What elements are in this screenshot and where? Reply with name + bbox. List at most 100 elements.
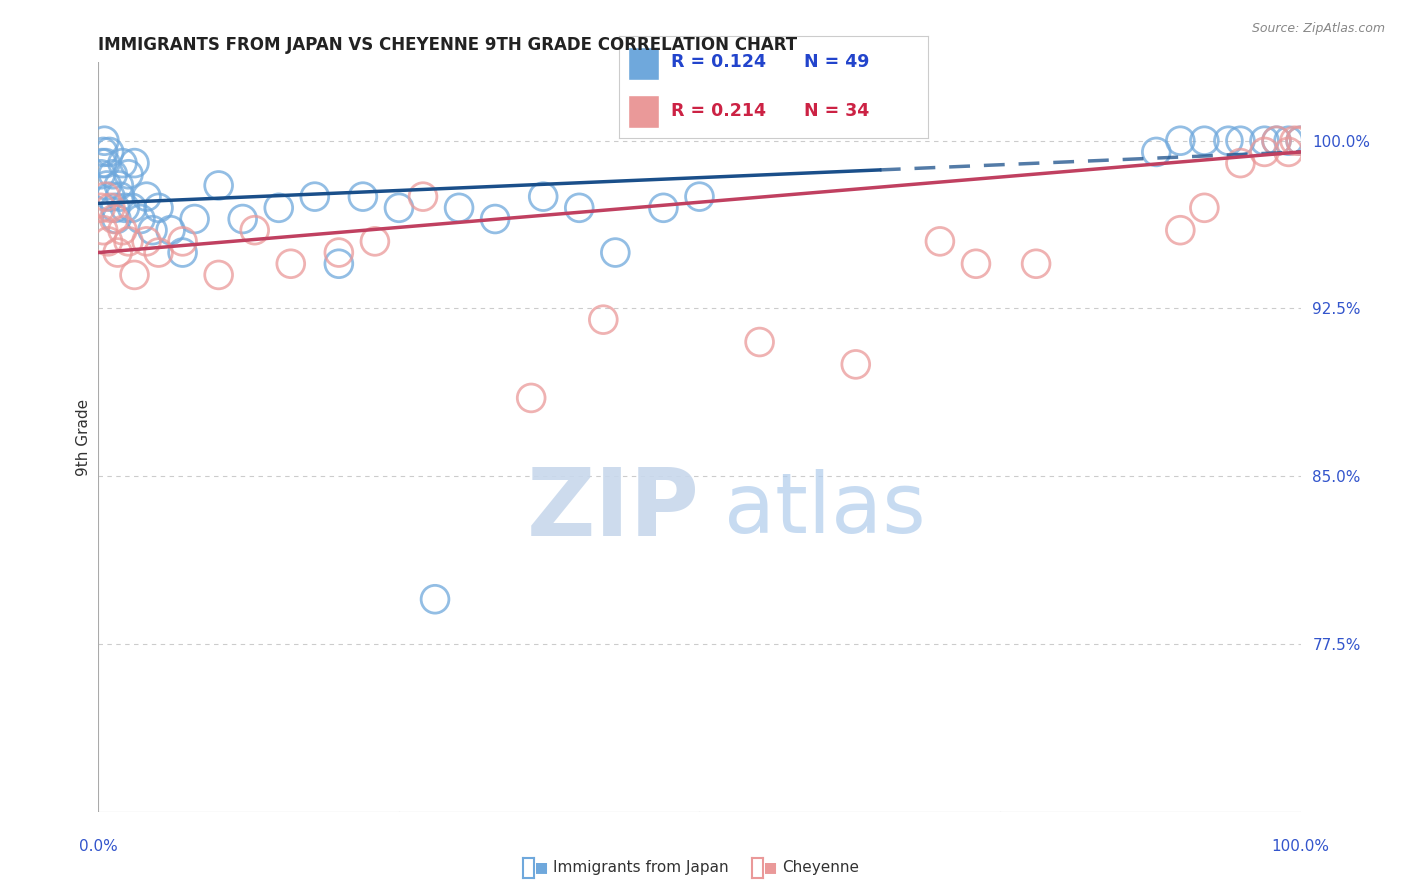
Point xyxy=(124,156,146,170)
Text: Cheyenne: Cheyenne xyxy=(782,860,859,874)
Text: 0.0%: 0.0% xyxy=(79,838,118,854)
Point xyxy=(94,156,117,170)
Point xyxy=(100,189,122,203)
FancyBboxPatch shape xyxy=(628,95,659,128)
Point xyxy=(1289,134,1312,148)
Point xyxy=(280,257,302,271)
Point xyxy=(107,245,129,260)
Text: ZIP: ZIP xyxy=(527,464,700,556)
Point xyxy=(304,189,326,203)
Point xyxy=(447,201,470,215)
Point xyxy=(172,245,194,260)
Point xyxy=(135,235,157,249)
Point xyxy=(364,235,387,249)
Text: IMMIGRANTS FROM JAPAN VS CHEYENNE 9TH GRADE CORRELATION CHART: IMMIGRANTS FROM JAPAN VS CHEYENNE 9TH GR… xyxy=(98,36,797,54)
Point xyxy=(117,235,139,249)
Point xyxy=(1253,145,1275,159)
Point xyxy=(124,268,146,282)
Point xyxy=(111,156,134,170)
Point xyxy=(148,201,170,215)
Point xyxy=(328,257,350,271)
Point xyxy=(135,189,157,203)
Point xyxy=(845,358,868,372)
Point xyxy=(208,178,231,193)
Point xyxy=(928,235,950,249)
Point xyxy=(1194,201,1216,215)
Text: 100.0%: 100.0% xyxy=(1271,838,1330,854)
Point xyxy=(129,212,152,227)
Point xyxy=(243,223,266,237)
Point xyxy=(208,268,231,282)
Point xyxy=(1253,134,1275,148)
Point xyxy=(520,391,543,405)
Point xyxy=(90,201,112,215)
Point xyxy=(1265,134,1288,148)
Point xyxy=(1289,134,1312,148)
Point xyxy=(91,145,114,159)
Text: ▪: ▪ xyxy=(763,857,778,877)
Point xyxy=(101,167,124,181)
Point xyxy=(1229,156,1251,170)
Point xyxy=(121,201,143,215)
Point xyxy=(1229,134,1251,148)
Text: R = 0.124: R = 0.124 xyxy=(671,54,766,71)
Point xyxy=(108,189,131,203)
Point xyxy=(108,178,131,193)
Point xyxy=(1277,134,1299,148)
Text: N = 34: N = 34 xyxy=(804,102,869,120)
Point xyxy=(1194,134,1216,148)
Point xyxy=(159,223,181,237)
Point xyxy=(484,212,506,227)
Point xyxy=(172,235,194,249)
Point xyxy=(148,245,170,260)
Point xyxy=(1277,145,1299,159)
Text: atlas: atlas xyxy=(724,469,925,550)
Point xyxy=(104,201,127,215)
Point xyxy=(232,212,254,227)
Point xyxy=(111,223,134,237)
Point xyxy=(531,189,554,203)
Text: ▪: ▪ xyxy=(534,857,548,877)
Point xyxy=(592,312,614,326)
Point xyxy=(98,145,121,159)
Point xyxy=(1025,257,1047,271)
Point xyxy=(1284,134,1306,148)
Point xyxy=(91,156,114,170)
Point xyxy=(105,212,128,227)
Point xyxy=(1170,134,1192,148)
Point xyxy=(96,178,118,193)
Point xyxy=(689,189,711,203)
Point xyxy=(117,167,139,181)
Point xyxy=(97,235,120,249)
Text: Source: ZipAtlas.com: Source: ZipAtlas.com xyxy=(1251,22,1385,36)
Point xyxy=(94,189,117,203)
Point xyxy=(748,334,770,349)
Point xyxy=(1144,145,1167,159)
Point xyxy=(1218,134,1240,148)
Point xyxy=(141,223,163,237)
Point xyxy=(352,189,374,203)
Point xyxy=(605,245,627,260)
Point xyxy=(267,201,290,215)
Text: Immigrants from Japan: Immigrants from Japan xyxy=(553,860,728,874)
Point xyxy=(93,134,115,148)
Point xyxy=(114,201,136,215)
Point xyxy=(1265,134,1288,148)
Point xyxy=(965,257,987,271)
Point xyxy=(100,201,122,215)
Point xyxy=(412,189,434,203)
Point xyxy=(1170,223,1192,237)
Point xyxy=(423,592,446,607)
Point xyxy=(388,201,411,215)
Text: R = 0.214: R = 0.214 xyxy=(671,102,766,120)
Point xyxy=(90,167,112,181)
Point xyxy=(183,212,205,227)
Point xyxy=(568,201,591,215)
Point xyxy=(328,245,350,260)
Point xyxy=(91,223,114,237)
Y-axis label: 9th Grade: 9th Grade xyxy=(76,399,91,475)
FancyBboxPatch shape xyxy=(628,47,659,79)
Point xyxy=(103,212,125,227)
Point xyxy=(652,201,675,215)
Text: N = 49: N = 49 xyxy=(804,54,869,71)
